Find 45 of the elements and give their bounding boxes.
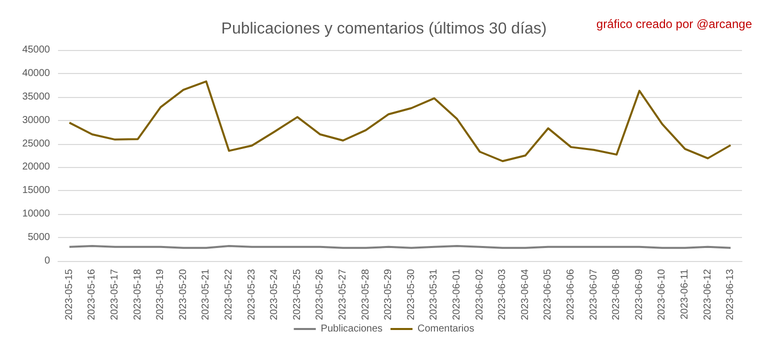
x-tick-label: 2023-05-23 (246, 268, 258, 320)
x-tick-label: 2023-05-20 (178, 268, 189, 320)
x-tick-label: 2023-06-08 (611, 268, 622, 320)
y-tick-label: 30000 (22, 114, 50, 126)
x-tick-label: 2023-06-13 (725, 268, 736, 320)
legend-label: Comentarios (418, 324, 474, 334)
x-tick-label: 2023-05-18 (132, 268, 144, 320)
x-tick-label: 2023-05-16 (86, 268, 98, 320)
legend-label: Publicaciones (320, 324, 383, 334)
x-tick-label: 2023-05-15 (64, 268, 75, 320)
x-tick-label: 2023-06-03 (497, 268, 508, 320)
x-tick-label: 2023-05-28 (360, 268, 372, 320)
x-tick-label: 2023-05-29 (383, 268, 394, 320)
x-tick-label: 2023-05-30 (406, 268, 417, 320)
y-tick-label: 40000 (22, 68, 50, 79)
y-tick-label: 45000 (22, 44, 50, 56)
x-tick-label: 2023-06-01 (452, 268, 462, 320)
x-tick-label: 2023-05-26 (314, 268, 326, 320)
x-tick-label: 2023-05-25 (292, 268, 303, 320)
y-tick-label: 20000 (22, 162, 50, 173)
x-tick-label: 2023-06-05 (542, 268, 554, 320)
y-tick-label: 35000 (22, 91, 50, 102)
x-tick-label: 2023-06-11 (680, 268, 690, 320)
y-tick-label: 25000 (22, 138, 50, 150)
text: gráfico creado por @arcange (596, 17, 752, 31)
x-tick-label: 2023-06-04 (520, 268, 531, 320)
x-tick-label: 2023-05-17 (110, 268, 120, 320)
x-tick-label: 2023-06-09 (634, 268, 645, 320)
x-tick-label: 2023-05-19 (155, 268, 166, 320)
x-tick-label: 2023-06-10 (656, 268, 668, 320)
y-tick-label: 15000 (22, 185, 50, 196)
y-tick-label: 0 (44, 256, 50, 266)
x-tick-label: 2023-06-07 (588, 268, 600, 320)
x-tick-label: 2023-05-27 (338, 268, 348, 320)
x-tick-label: 2023-06-02 (474, 268, 486, 320)
chart-title: Publicaciones y comentarios (últimos 30 días) (221, 20, 547, 38)
x-tick-label: 2023-06-12 (702, 268, 714, 320)
x-tick-label: 2023-05-24 (269, 268, 280, 320)
line-series (68, 80, 732, 162)
x-tick-label: 2023-06-06 (566, 268, 576, 320)
x-tick-label: 2023-05-21 (200, 268, 212, 320)
x-tick-label: 2023-05-31 (428, 268, 440, 320)
y-tick-label: 10000 (22, 208, 50, 220)
y-tick-label: 5000 (28, 232, 50, 244)
x-tick-label: 2023-05-22 (224, 268, 234, 320)
